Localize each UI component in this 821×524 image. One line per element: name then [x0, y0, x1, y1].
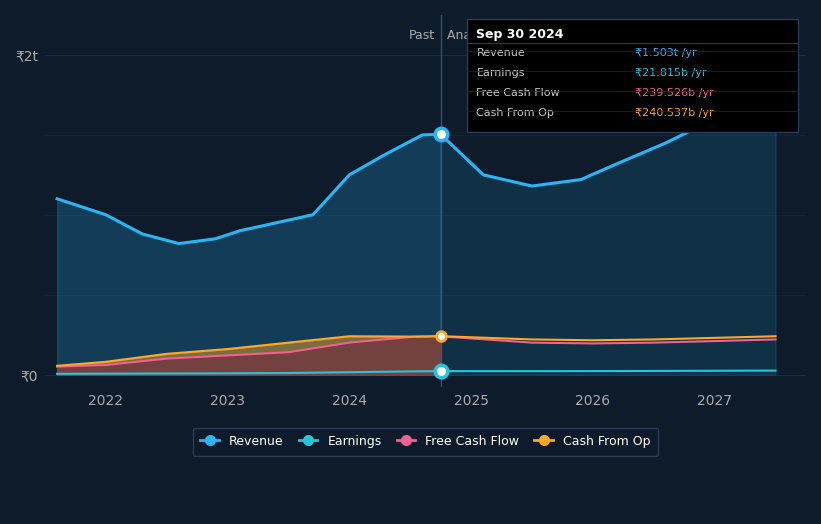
Text: ₹1.503t /yr: ₹1.503t /yr	[635, 48, 696, 58]
FancyBboxPatch shape	[467, 19, 798, 132]
Text: Cash From Op: Cash From Op	[476, 108, 554, 118]
Text: ₹239.526b /yr: ₹239.526b /yr	[635, 88, 713, 98]
Text: ₹21.815b /yr: ₹21.815b /yr	[635, 68, 706, 78]
Text: Sep 30 2024: Sep 30 2024	[476, 28, 564, 41]
Legend: Revenue, Earnings, Free Cash Flow, Cash From Op: Revenue, Earnings, Free Cash Flow, Cash …	[193, 428, 658, 456]
Text: Free Cash Flow: Free Cash Flow	[476, 88, 560, 98]
Text: Past: Past	[409, 29, 434, 42]
Text: Analysts Forecasts: Analysts Forecasts	[447, 29, 563, 42]
Text: ₹240.537b /yr: ₹240.537b /yr	[635, 108, 713, 118]
Text: Revenue: Revenue	[476, 48, 525, 58]
Text: Earnings: Earnings	[476, 68, 525, 78]
